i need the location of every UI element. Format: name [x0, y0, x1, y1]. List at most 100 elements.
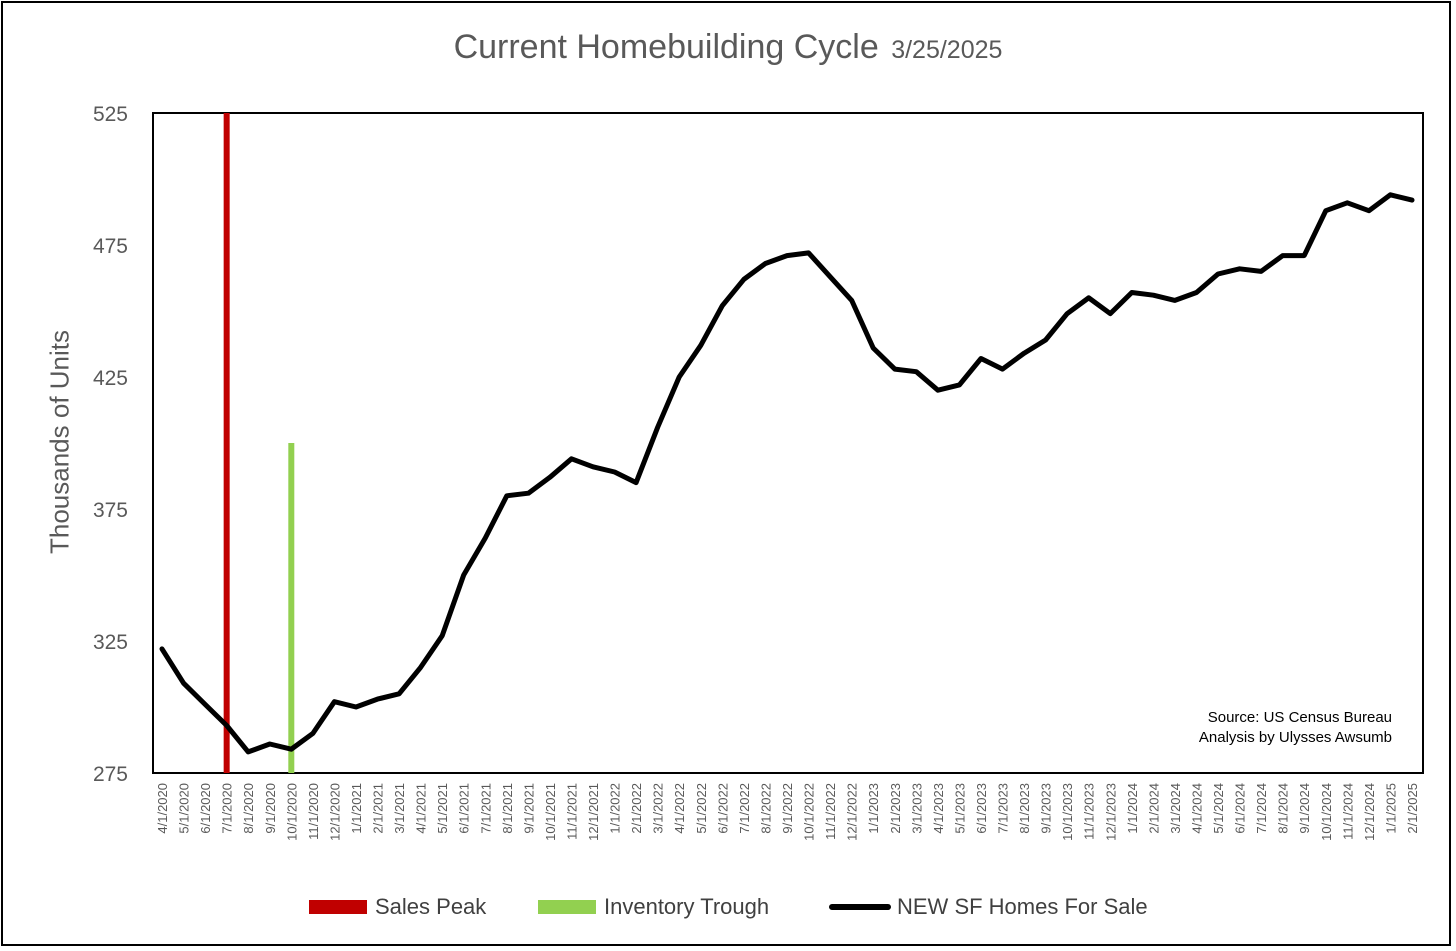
data-point: [353, 705, 358, 709]
data-point: [677, 375, 682, 379]
x-tick-label: 7/1/2020: [220, 783, 235, 834]
legend-swatch-new-sf-homes: [829, 904, 891, 910]
data-point: [957, 382, 962, 387]
y-tick-label: 425: [93, 367, 128, 390]
y-tick-label: 275: [93, 763, 128, 786]
x-tick-label: 2/1/2021: [371, 783, 386, 834]
x-tick-label: 5/1/2023: [952, 783, 967, 834]
data-point: [655, 425, 660, 430]
data-point: [741, 277, 746, 282]
data-point: [871, 345, 876, 350]
x-tick-label: 12/1/2023: [1103, 783, 1118, 841]
legend-item-new-sf-homes: NEW SF Homes For Sale: [829, 893, 1148, 921]
data-point: [978, 356, 983, 361]
x-tick-label: 4/1/2022: [672, 783, 687, 834]
data-point: [828, 274, 833, 279]
x-tick-label: 2/1/2025: [1405, 783, 1420, 834]
x-tick-label: 2/1/2022: [629, 783, 644, 834]
plot-area: [152, 112, 1424, 774]
y-tick-label: 325: [93, 631, 128, 654]
data-point: [1410, 198, 1414, 203]
data-point: [224, 723, 229, 728]
x-tick-label: 1/1/2024: [1125, 783, 1140, 834]
series-line-new-sf-homes: [159, 192, 1415, 755]
data-point: [1216, 272, 1221, 277]
y-tick-label: 475: [93, 235, 128, 258]
x-tick-label: 11/1/2020: [306, 783, 321, 840]
x-tick-label: 12/1/2020: [327, 783, 342, 841]
x-tick-label: 11/1/2023: [1082, 783, 1097, 840]
x-tick-label: 8/1/2022: [758, 783, 773, 834]
x-tick-label: 10/1/2021: [543, 783, 558, 841]
data-point: [547, 475, 552, 480]
legend-swatch-inventory-trough: [538, 900, 596, 914]
chart-title: Current Homebuilding Cycle 3/25/2025: [0, 28, 1456, 67]
data-point: [483, 536, 488, 541]
x-tick-label: 5/1/2021: [435, 783, 450, 834]
data-point: [698, 343, 703, 348]
data-point: [397, 691, 402, 696]
data-point: [267, 741, 272, 746]
source-annotation: Source: US Census Bureau Analysis by Uly…: [1199, 708, 1392, 748]
data-point: [289, 747, 294, 752]
data-point: [1086, 295, 1091, 300]
data-point: [1129, 290, 1134, 295]
data-point: [1280, 253, 1285, 258]
x-tick-label: 3/1/2023: [909, 783, 924, 834]
analysis-line: Analysis by Ulysses Awsumb: [1198, 729, 1392, 746]
x-tick-label: 9/1/2023: [1039, 783, 1054, 834]
data-point: [1000, 367, 1005, 372]
data-point: [1345, 200, 1350, 205]
x-tick-label: 12/1/2024: [1362, 783, 1377, 841]
x-tick-label: 11/1/2022: [823, 783, 838, 840]
x-tick-label: 3/1/2021: [392, 783, 407, 834]
x-tick-label: 7/1/2022: [737, 783, 752, 834]
legend-item-sales-peak: Sales Peak: [309, 893, 486, 921]
data-point: [203, 702, 208, 707]
x-tick-label: 5/1/2020: [177, 783, 192, 834]
x-tick-label: 6/1/2023: [974, 783, 989, 834]
x-tick-label: 3/1/2024: [1168, 783, 1183, 834]
data-point: [1151, 293, 1156, 298]
legend-item-inventory-trough: Inventory Trough: [538, 893, 769, 921]
data-point: [892, 367, 897, 372]
data-point: [1172, 298, 1177, 303]
data-point: [806, 250, 811, 255]
data-point: [1388, 192, 1393, 197]
data-point: [720, 303, 725, 308]
legend-label-sales-peak: Sales Peak: [375, 894, 487, 919]
x-tick-label: 8/1/2023: [1017, 783, 1032, 834]
data-point: [246, 749, 251, 754]
data-point: [375, 697, 380, 702]
x-tick-label: 6/1/2020: [198, 783, 213, 834]
data-point: [526, 491, 531, 496]
x-tick-label: 5/1/2022: [694, 783, 709, 834]
data-point: [763, 261, 768, 266]
data-point: [1065, 311, 1070, 316]
legend-swatch-sales-peak: [309, 900, 367, 914]
x-tick-label: 2/1/2023: [888, 783, 903, 834]
data-point: [914, 369, 919, 374]
x-tick-label: 10/1/2023: [1060, 783, 1075, 841]
chart-title-main: Current Homebuilding Cycle: [453, 28, 879, 66]
data-point: [569, 456, 574, 461]
x-tick-label: 7/1/2021: [478, 783, 493, 834]
data-point: [1043, 338, 1048, 343]
x-tick-label: 1/1/2023: [866, 783, 881, 834]
x-tick-label: 4/1/2024: [1189, 783, 1204, 834]
x-tick-label: 12/1/2021: [586, 783, 601, 841]
x-tick-label: 7/1/2023: [996, 783, 1011, 834]
data-point: [1323, 208, 1328, 213]
data-point: [935, 388, 940, 393]
x-tick-label: 6/1/2022: [715, 783, 730, 834]
x-tick-label: 8/1/2024: [1276, 783, 1291, 834]
x-tick-label: 9/1/2021: [521, 783, 536, 834]
x-tick-label: 11/1/2021: [564, 783, 579, 840]
x-tick-label: 10/1/2024: [1319, 783, 1334, 841]
data-point: [1108, 311, 1113, 316]
x-tick-label: 8/1/2020: [241, 783, 256, 834]
x-tick-label: 2/1/2024: [1146, 783, 1161, 834]
x-tick-label: 9/1/2020: [263, 783, 278, 834]
